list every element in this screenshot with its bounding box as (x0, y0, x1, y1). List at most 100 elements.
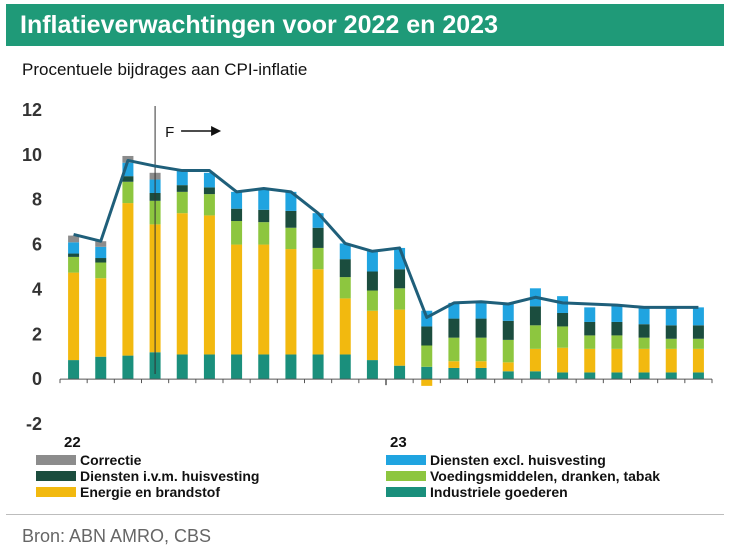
legend-item: Diensten i.v.m. huisvesting (36, 468, 259, 484)
y-tick-label: 0 (32, 369, 42, 389)
legend-swatch (386, 487, 426, 497)
bar-voedingsmiddelen-dranken-tabak (584, 335, 596, 349)
bar-diensten-i-v-m-huisvesting (285, 210, 297, 228)
bar-diensten-excl-huisvesting (366, 251, 378, 272)
bar-energie-en-brandstof (692, 348, 704, 373)
y-tick-label: 2 (32, 324, 42, 344)
bar-industriele-goederen (366, 360, 378, 380)
bar-industriele-goederen (122, 355, 134, 380)
legend-item: Correctie (36, 452, 141, 468)
bar-voedingsmiddelen-dranken-tabak (258, 222, 270, 245)
bar-energie-en-brandstof (366, 310, 378, 361)
bar-energie-en-brandstof (611, 348, 623, 373)
legend-label: Diensten i.v.m. huisvesting (80, 468, 260, 484)
legend-label: Voedingsmiddelen, dranken, tabak (430, 468, 661, 484)
bar-energie-en-brandstof (421, 379, 433, 386)
bar-voedingsmiddelen-dranken-tabak (339, 277, 351, 299)
bar-diensten-i-v-m-huisvesting (502, 320, 514, 340)
bar-industriele-goederen (68, 360, 80, 380)
bar-industriele-goederen (529, 371, 541, 380)
legend-swatch (36, 471, 76, 481)
year-label: 23 (390, 434, 407, 451)
y-tick-label: 10 (22, 145, 42, 165)
bar-diensten-excl-huisvesting (339, 243, 351, 260)
bar-diensten-excl-huisvesting (176, 170, 188, 186)
bar-diensten-excl-huisvesting (665, 308, 677, 326)
bar-energie-en-brandstof (312, 269, 324, 355)
bar-voedingsmiddelen-dranken-tabak (557, 326, 569, 348)
bar-voedingsmiddelen-dranken-tabak (231, 221, 243, 245)
bar-industriele-goederen (557, 372, 569, 380)
bar-energie-en-brandstof (475, 361, 487, 368)
bar-voedingsmiddelen-dranken-tabak (176, 191, 188, 214)
bar-energie-en-brandstof (557, 347, 569, 373)
total-inflation-line (73, 158, 699, 319)
bar-diensten-i-v-m-huisvesting (557, 312, 569, 327)
bar-diensten-i-v-m-huisvesting (529, 306, 541, 326)
bar-energie-en-brandstof (68, 272, 80, 361)
bar-diensten-excl-huisvesting (203, 172, 215, 188)
bar-voedingsmiddelen-dranken-tabak (95, 262, 107, 279)
bar-diensten-i-v-m-huisvesting (421, 326, 433, 346)
bar-industriele-goederen (231, 354, 243, 380)
bar-energie-en-brandstof (203, 215, 215, 355)
legend-label: Energie en brandstof (80, 484, 221, 500)
y-tick-label: 4 (32, 279, 42, 299)
bar-voedingsmiddelen-dranken-tabak (692, 338, 704, 349)
bar-diensten-i-v-m-huisvesting (611, 321, 623, 336)
bar-diensten-excl-huisvesting (285, 191, 297, 211)
bar-voedingsmiddelen-dranken-tabak (122, 181, 134, 204)
bar-diensten-i-v-m-huisvesting (312, 227, 324, 248)
bar-diensten-excl-huisvesting (584, 307, 596, 322)
y-tick-label: 12 (22, 100, 42, 120)
bar-voedingsmiddelen-dranken-tabak (421, 345, 433, 367)
bar-energie-en-brandstof (502, 362, 514, 372)
legend-label: Diensten excl. huisvesting (430, 452, 606, 468)
bar-diensten-i-v-m-huisvesting (258, 209, 270, 223)
bar-energie-en-brandstof (176, 213, 188, 355)
bar-diensten-excl-huisvesting (475, 301, 487, 319)
bar-diensten-excl-huisvesting (638, 307, 650, 325)
y-tick-label: -2 (26, 414, 42, 434)
bar-diensten-i-v-m-huisvesting (122, 176, 134, 182)
bar-diensten-i-v-m-huisvesting (339, 259, 351, 278)
source-note: Bron: ABN AMRO, CBS (22, 526, 212, 546)
bar-voedingsmiddelen-dranken-tabak (638, 337, 650, 349)
bar-diensten-i-v-m-huisvesting (176, 185, 188, 192)
bar-industriele-goederen (692, 372, 704, 380)
bar-diensten-excl-huisvesting (611, 305, 623, 322)
bar-diensten-i-v-m-huisvesting (203, 187, 215, 195)
bar-diensten-i-v-m-huisvesting (68, 253, 80, 257)
forecast-arrow-head (211, 126, 222, 136)
chart-legend: Correctie Diensten excl. huisvesting Diens… (36, 452, 716, 504)
bar-energie-en-brandstof (285, 249, 297, 355)
bar-industriele-goederen (176, 354, 188, 380)
bar-industriele-goederen (611, 372, 623, 380)
legend-label: Correctie (80, 452, 142, 468)
bar-diensten-excl-huisvesting (502, 304, 514, 321)
bar-diensten-excl-huisvesting (557, 296, 569, 313)
bar-energie-en-brandstof (529, 348, 541, 372)
bar-diensten-i-v-m-huisvesting (584, 321, 596, 336)
legend-swatch (36, 455, 76, 465)
chart-subtitle: Procentuele bijdrages aan CPI-inflatie (22, 60, 308, 79)
bar-industriele-goederen (502, 371, 514, 380)
legend-item: Diensten excl. huisvesting (386, 452, 606, 468)
bar-voedingsmiddelen-dranken-tabak (611, 335, 623, 349)
bar-voedingsmiddelen-dranken-tabak (394, 288, 406, 310)
bar-energie-en-brandstof (122, 203, 134, 356)
bar-industriele-goederen (475, 367, 487, 380)
legend-swatch (386, 455, 426, 465)
legend-item: Industriele goederen (386, 484, 568, 500)
footer-divider (6, 514, 724, 515)
y-tick-label: 8 (32, 190, 42, 210)
bar-voedingsmiddelen-dranken-tabak (502, 339, 514, 363)
bar-industriele-goederen (258, 354, 270, 380)
bar-voedingsmiddelen-dranken-tabak (665, 338, 677, 349)
bar-diensten-i-v-m-huisvesting (448, 318, 460, 338)
bar-industriele-goederen (665, 372, 677, 380)
y-tick-label: 6 (32, 235, 42, 255)
bar-industriele-goederen (203, 354, 215, 380)
year-label: 22 (64, 434, 81, 451)
chart-title: Inflatieverwachtingen voor 2022 en 2023 (20, 11, 498, 39)
